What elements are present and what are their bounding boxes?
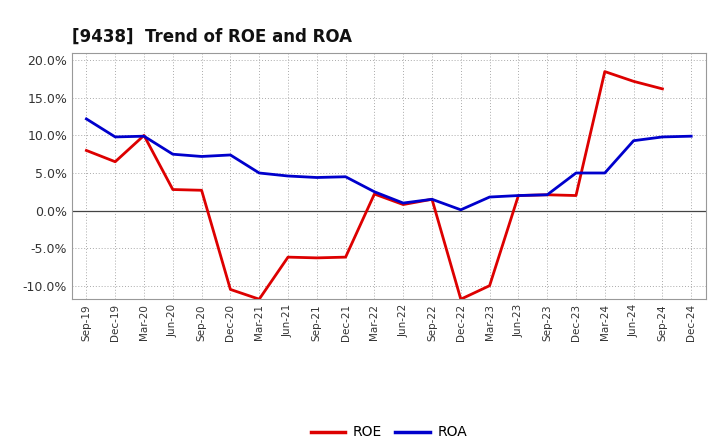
Legend: ROE, ROA: ROE, ROA bbox=[305, 420, 472, 440]
Text: [9438]  Trend of ROE and ROA: [9438] Trend of ROE and ROA bbox=[72, 28, 352, 46]
